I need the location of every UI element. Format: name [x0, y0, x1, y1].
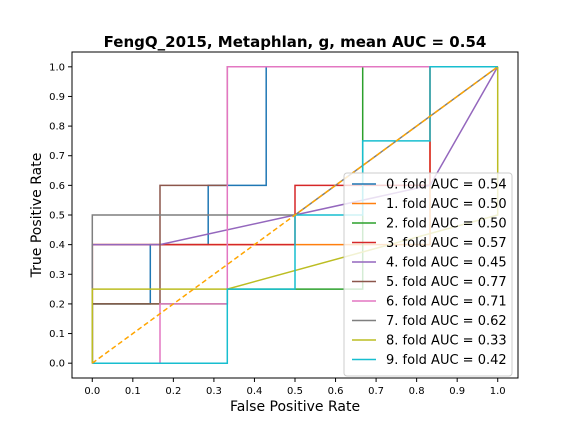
plot-area — [91, 66, 499, 364]
legend-entry: 8. fold AUC = 0.33 — [386, 334, 507, 349]
y-tick-label: 0.0 — [49, 359, 65, 370]
chart-title: FengQ_2015, Metaphlan, g, mean AUC = 0.5… — [104, 33, 487, 51]
x-tick-label: 0.7 — [368, 386, 384, 397]
legend-entry: 2. fold AUC = 0.50 — [386, 217, 507, 232]
y-tick-label: 0.3 — [49, 270, 65, 281]
x-tick-label: 0.8 — [409, 386, 425, 397]
legend-entry: 5. fold AUC = 0.77 — [386, 275, 507, 290]
y-tick-label: 0.2 — [49, 299, 65, 310]
y-tick-label: 0.4 — [49, 240, 65, 251]
x-axis-label: False Positive Rate — [230, 399, 360, 415]
series-line-9 — [92, 66, 498, 364]
legend-entry: 6. fold AUC = 0.71 — [386, 295, 507, 310]
legend-entry: 4. fold AUC = 0.45 — [386, 256, 507, 271]
legend-entry: 9. fold AUC = 0.42 — [386, 353, 507, 368]
y-axis-label: True Positive Rate — [29, 153, 45, 279]
x-tick-label: 0.0 — [84, 386, 100, 397]
axis-ticks: 0.0 0.1 0.2 0.3 0.4 0.5 0.6 0.7 0.8 0.9 1.0 0.0 0.1 0… — [49, 62, 506, 397]
x-tick-label: 1.0 — [490, 386, 506, 397]
y-tick-label: 0.5 — [49, 211, 65, 222]
y-tick-label: 0.7 — [49, 151, 65, 162]
chance-line — [91, 66, 499, 364]
x-tick-label: 0.3 — [206, 386, 222, 397]
legend-entry: 1. fold AUC = 0.50 — [386, 197, 507, 212]
legend-entry: 3. fold AUC = 0.57 — [386, 236, 507, 251]
x-tick-label: 0.9 — [449, 386, 465, 397]
legend-entry: 0. fold AUC = 0.54 — [386, 178, 507, 193]
x-tick-label: 0.1 — [125, 386, 141, 397]
legend-box — [343, 172, 513, 377]
y-tick-label: 0.8 — [49, 122, 65, 133]
y-tick-label: 1.0 — [49, 62, 65, 73]
y-tick-label: 0.9 — [49, 92, 65, 103]
y-tick-label: 0.1 — [49, 329, 65, 340]
x-tick-label: 0.2 — [165, 386, 181, 397]
legend: 0. fold AUC = 0.54 1. fold AUC = 0.50 2. f… — [343, 172, 513, 377]
x-tick-label: 0.4 — [247, 386, 263, 397]
legend-entry: 7. fold AUC = 0.62 — [386, 314, 507, 329]
y-tick-label: 0.6 — [49, 181, 65, 192]
x-tick-label: 0.6 — [328, 386, 344, 397]
x-tick-label: 0.5 — [287, 386, 303, 397]
